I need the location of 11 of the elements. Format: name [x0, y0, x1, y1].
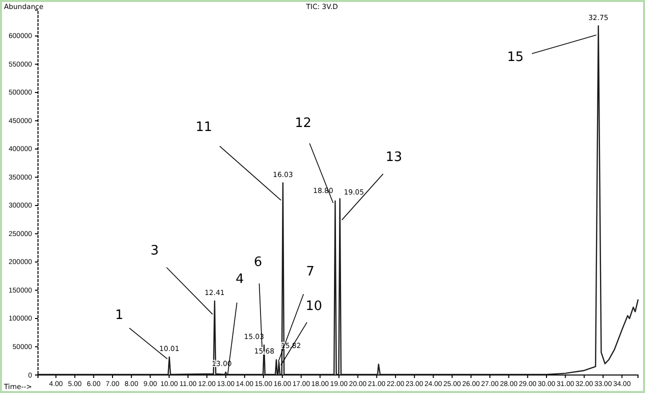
line-series	[37, 25, 639, 376]
annotation: 10	[306, 299, 322, 314]
annotation: 13	[386, 150, 402, 165]
annotation: 3	[150, 243, 159, 258]
annotation: 11	[196, 120, 212, 136]
annotation: 12	[294, 116, 312, 131]
annotation: 15	[507, 50, 524, 65]
annotation: 1	[115, 308, 124, 323]
annotation: 7	[306, 264, 314, 280]
annotation: 4	[236, 272, 244, 288]
annotation: 6	[254, 255, 262, 270]
